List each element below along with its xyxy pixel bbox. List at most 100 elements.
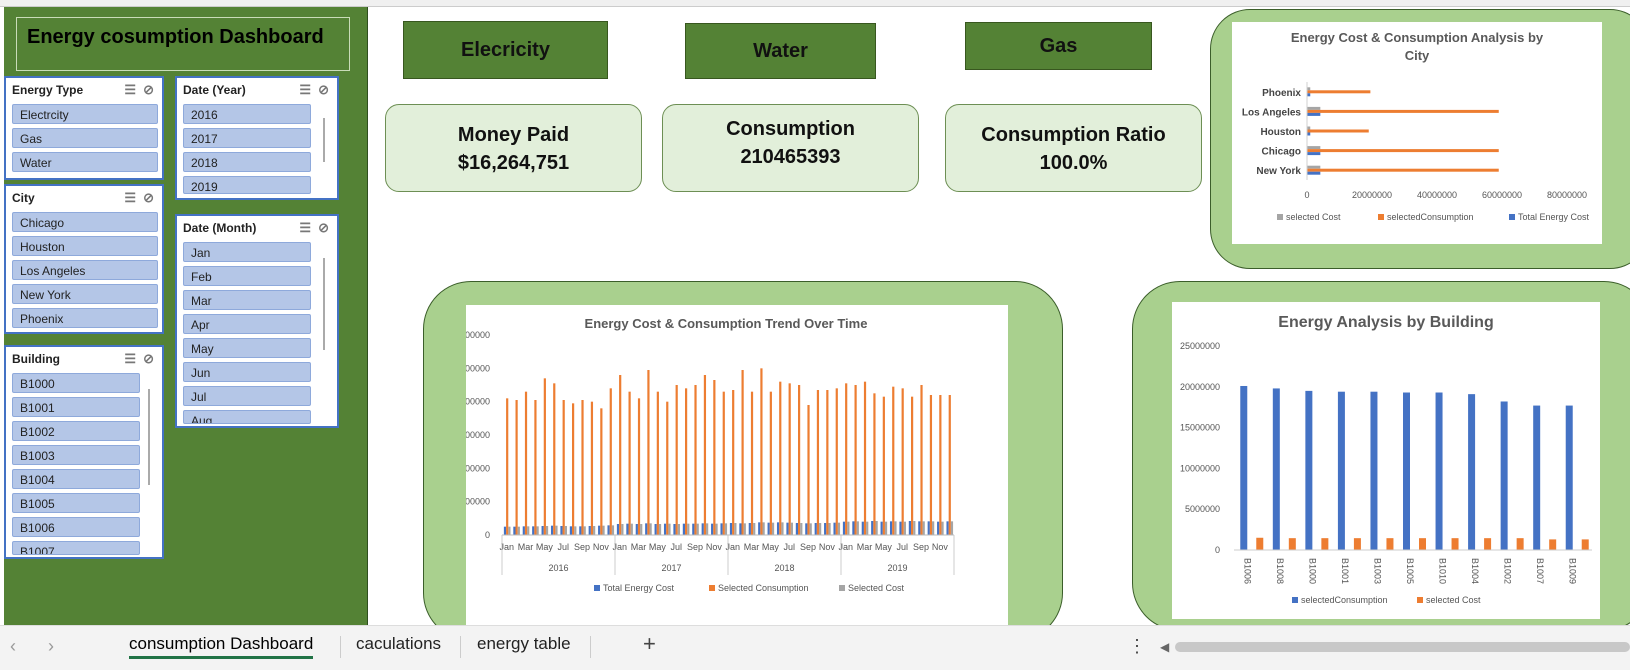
slicer-item[interactable]: May xyxy=(183,338,311,358)
slicer-item[interactable]: Electrcity xyxy=(12,104,158,124)
slicer-item[interactable]: Phoenix xyxy=(12,308,158,328)
bar xyxy=(776,522,780,535)
slicer-item[interactable]: B1005 xyxy=(12,493,140,513)
slicer-item[interactable]: B1004 xyxy=(12,469,140,489)
trend-chart-area[interactable]: Energy Cost & Consumption Trend Over Tim… xyxy=(455,305,1008,625)
slicer-item[interactable]: B1003 xyxy=(12,445,140,465)
slicer-item[interactable]: Los Angeles xyxy=(12,260,158,280)
slicer-item[interactable]: Jan xyxy=(183,242,311,262)
slicer-item[interactable]: Jul xyxy=(183,386,311,406)
bar xyxy=(750,391,754,535)
x-tick-label: Nov xyxy=(593,542,610,552)
bar xyxy=(922,521,925,535)
legend-swatch xyxy=(1509,214,1515,220)
slicer-scrollbar[interactable] xyxy=(148,389,150,485)
consumption-card: Consumption 210465393 xyxy=(662,104,919,192)
city-chart-area[interactable]: Energy Cost & Consumption Analysis by Cit… xyxy=(1232,22,1602,244)
worksheet[interactable]: Energy cosumption Dashboard Energy Type … xyxy=(0,0,1630,625)
slicer-item[interactable]: Gas xyxy=(12,128,158,148)
tab-consumption-dashboard[interactable]: consumption Dashboard xyxy=(129,634,314,659)
bar xyxy=(1307,132,1311,136)
add-sheet-icon[interactable]: + xyxy=(643,631,656,656)
slicer-item[interactable]: Aug xyxy=(183,410,311,424)
x-tick-label: B1009 xyxy=(1568,558,1578,584)
multi-select-icon[interactable]: ☰ xyxy=(299,82,311,97)
slicer-item[interactable]: B1007 xyxy=(12,541,140,555)
multi-select-icon[interactable]: ☰ xyxy=(124,82,136,97)
slicer-item[interactable]: Water xyxy=(12,152,158,172)
slicer-scrollbar[interactable] xyxy=(323,258,325,350)
building-chart-area[interactable]: Energy Analysis by Building 0 5000000 10000… xyxy=(1172,302,1600,619)
bar xyxy=(711,523,714,535)
gas-header: Gas xyxy=(965,22,1152,70)
clear-filter-icon[interactable]: ⊘ xyxy=(143,351,154,366)
slicer-item[interactable]: Jun xyxy=(183,362,311,382)
bar xyxy=(863,381,867,535)
clear-filter-icon[interactable]: ⊘ xyxy=(143,82,154,97)
money-paid-label: Money Paid xyxy=(457,124,570,146)
y-tick-label: New York xyxy=(1256,166,1301,177)
slicer-item[interactable]: 2018 xyxy=(183,152,311,172)
bar xyxy=(941,521,944,535)
bar xyxy=(748,523,751,535)
clear-filter-icon[interactable]: ⊘ xyxy=(143,190,154,205)
bar xyxy=(524,391,528,535)
slicer-item[interactable]: B1000 xyxy=(12,373,140,393)
slicer-energy-type[interactable]: Energy Type ☰ ⊘ Electrcity Gas Water xyxy=(4,76,164,180)
slicer-item[interactable]: B1006 xyxy=(12,517,140,537)
clear-filter-icon[interactable]: ⊘ xyxy=(318,220,329,235)
bar xyxy=(1307,87,1311,91)
bar xyxy=(588,526,591,535)
bar xyxy=(837,522,841,535)
year-label: 2018 xyxy=(774,563,794,573)
bar xyxy=(758,522,761,535)
bar xyxy=(1468,394,1476,550)
bar xyxy=(635,524,638,535)
bar xyxy=(687,523,690,535)
slicer-item[interactable]: 2017 xyxy=(183,128,311,148)
bar xyxy=(732,390,735,535)
bar xyxy=(889,521,893,535)
slicer-item[interactable]: Houston xyxy=(12,236,158,256)
bar xyxy=(835,388,838,535)
slicer-city[interactable]: City ☰ ⊘ Chicago Houston Los Angeles New… xyxy=(4,184,164,334)
slicer-month[interactable]: Date (Month) ☰ ⊘ Jan Feb Mar Apr May Jun… xyxy=(175,214,339,428)
slicer-item[interactable]: New York xyxy=(12,284,158,304)
bar xyxy=(828,523,831,535)
tab-energy-table[interactable]: energy table xyxy=(477,634,571,653)
slicer-building[interactable]: Building ☰ ⊘ B1000 B1001 B1002 B1003 B10… xyxy=(4,345,164,559)
slicer-year[interactable]: Date (Year) ☰ ⊘ 2016 2017 2018 2019 xyxy=(175,76,339,200)
slicer-item[interactable]: B1002 xyxy=(12,421,140,441)
slicer-item[interactable]: Feb xyxy=(183,266,311,286)
chart-title: Energy Analysis by Building xyxy=(1278,314,1493,331)
bar xyxy=(929,395,933,535)
slicer-item[interactable]: B1001 xyxy=(12,397,140,417)
chevron-right-icon[interactable]: › xyxy=(48,636,54,656)
slicer-item[interactable]: 2019 xyxy=(183,176,311,194)
slicer-item[interactable]: Apr xyxy=(183,314,311,334)
slicer-item[interactable]: 2016 xyxy=(183,104,311,124)
bar xyxy=(649,523,652,535)
multi-select-icon[interactable]: ☰ xyxy=(124,190,136,205)
y-tick-label: Phoenix xyxy=(1262,88,1301,99)
chevron-left-icon[interactable]: ‹ xyxy=(10,636,16,656)
slicer-item[interactable]: Chicago xyxy=(12,212,158,232)
scroll-left-icon[interactable]: ◀ xyxy=(1160,640,1170,654)
slicer-item[interactable]: Mar xyxy=(183,290,311,310)
bar xyxy=(1500,401,1508,550)
tab-caculations[interactable]: caculations xyxy=(356,634,442,653)
bar xyxy=(562,400,565,535)
bar xyxy=(880,521,883,535)
bar xyxy=(607,525,610,535)
bar xyxy=(798,385,801,535)
x-tick-label: Nov xyxy=(819,542,836,552)
slicer-scrollbar[interactable] xyxy=(323,118,325,162)
clear-filter-icon[interactable]: ⊘ xyxy=(318,82,329,97)
horizontal-scrollbar[interactable] xyxy=(1175,642,1630,652)
multi-select-icon[interactable]: ☰ xyxy=(299,220,311,235)
more-options-icon[interactable]: ⋮ xyxy=(1128,636,1146,656)
bar xyxy=(673,524,676,535)
bar xyxy=(654,524,657,535)
y-tick-label: Chicago xyxy=(1262,147,1301,158)
multi-select-icon[interactable]: ☰ xyxy=(124,351,136,366)
